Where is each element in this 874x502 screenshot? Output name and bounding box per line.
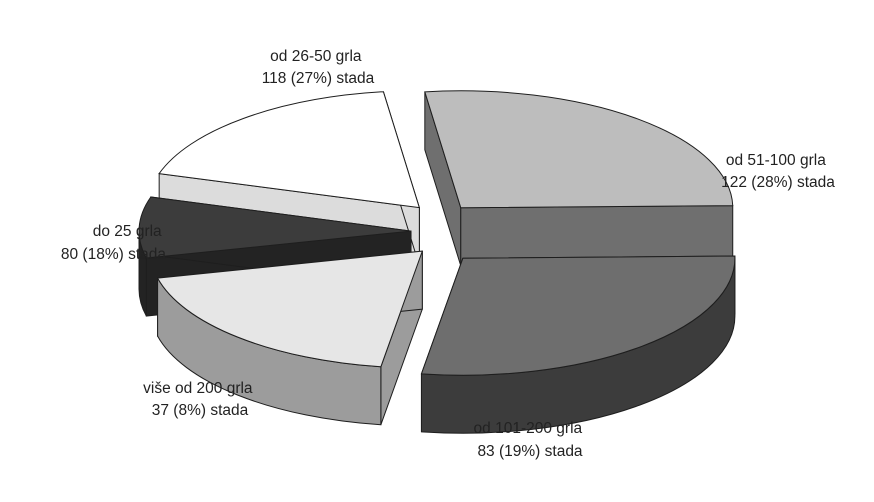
slice-label-do-25: do 25 grla 80 (18%) stada bbox=[61, 223, 166, 263]
slice-label-200-plus: više od 200 grla 37 (8%) stada bbox=[143, 380, 257, 419]
slice-label-101-200: od 101-200 grla 83 (19%) stada bbox=[474, 420, 587, 460]
pie-slice bbox=[156, 250, 424, 426]
slice-top-face bbox=[424, 90, 734, 209]
pie-slice bbox=[420, 255, 736, 434]
slice-top-face bbox=[156, 250, 424, 368]
pie-slice bbox=[424, 90, 734, 267]
slice-label-51-100: od 51-100 grla 122 (28%) stada bbox=[721, 152, 835, 191]
slice-label-26-50: od 26-50 grla 118 (27%) stada bbox=[262, 48, 375, 87]
slice-top-face bbox=[420, 255, 736, 376]
slices-layer bbox=[138, 90, 736, 434]
slice-top-face bbox=[158, 91, 421, 209]
slice-top-face bbox=[138, 196, 412, 259]
